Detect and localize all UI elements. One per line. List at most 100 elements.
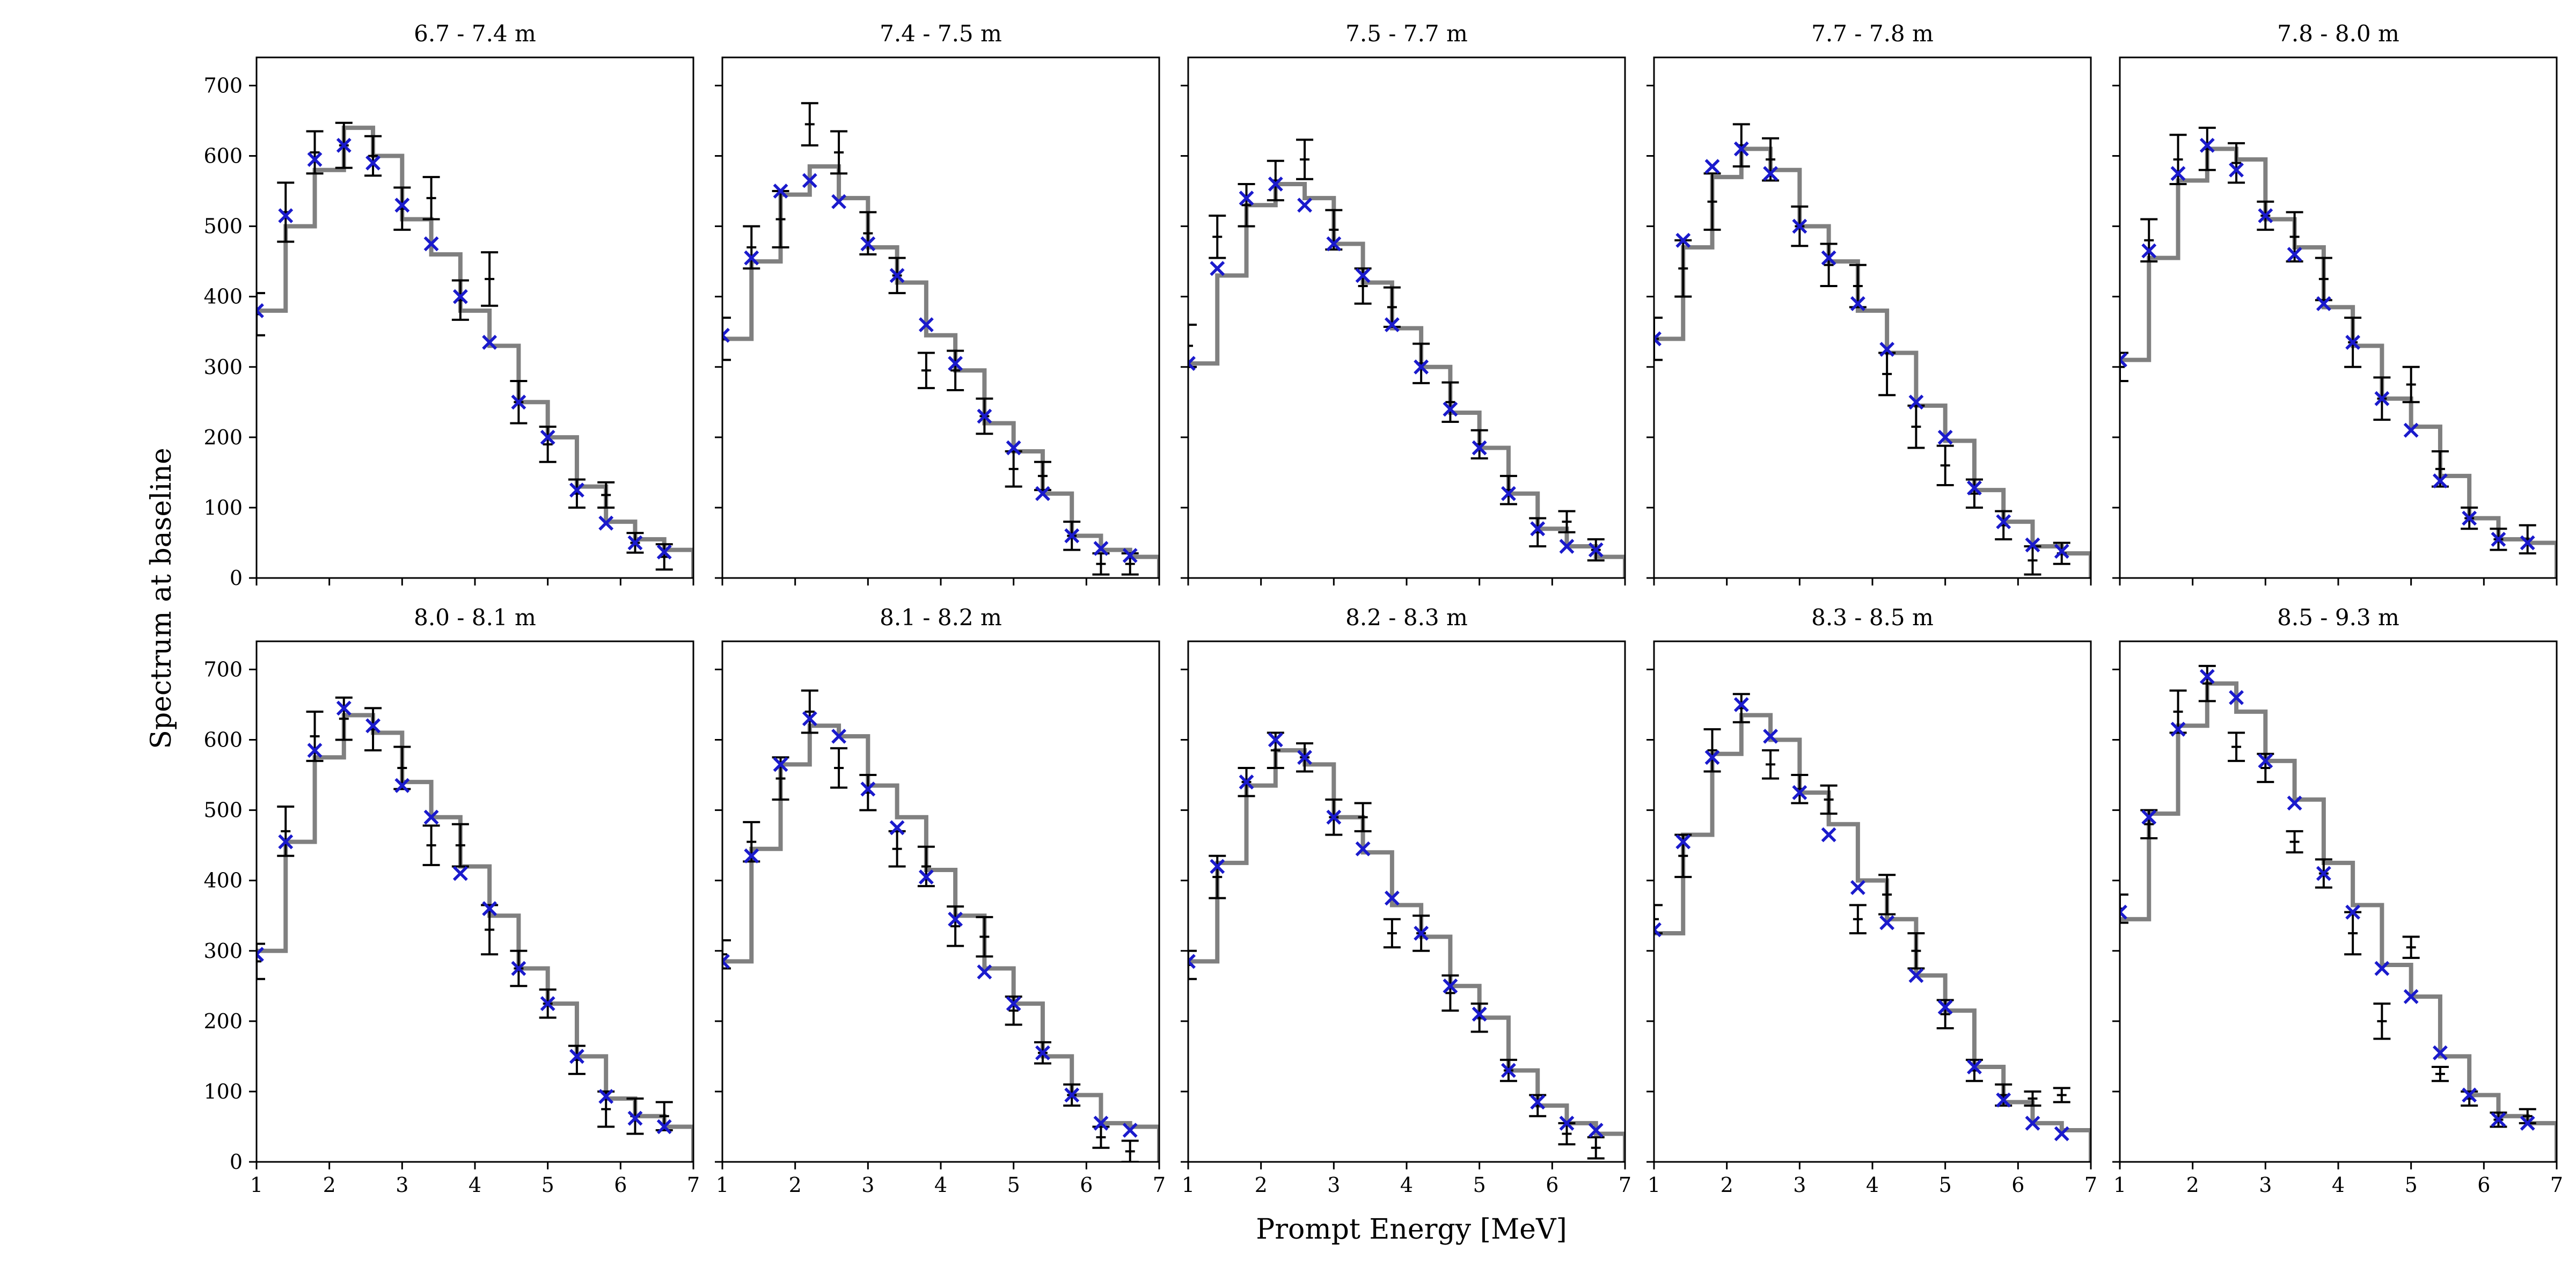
data-errorbar: [917, 845, 935, 888]
x-tick-label: 4: [1400, 1173, 1413, 1197]
fit-marker: [1879, 915, 1895, 931]
x-tick-label: 1: [1648, 1173, 1660, 1197]
data-errorbar: [2373, 1002, 2391, 1040]
x-tick-label: 6: [1546, 1173, 1558, 1197]
fit-marker: [1297, 750, 1313, 765]
y-tick-label: 300: [203, 355, 243, 379]
fit-marker: [2462, 510, 2477, 526]
fit-marker: [1675, 834, 1691, 850]
fit-marker: [1443, 978, 1458, 994]
fit-marker: [1559, 539, 1575, 554]
fit-marker: [1588, 542, 1604, 558]
x-tick-label: 2: [1255, 1173, 1268, 1197]
data-errorbar: [830, 747, 848, 789]
data-errorbar: [1762, 749, 1780, 780]
fit-marker: [1654, 331, 1662, 347]
fit-marker: [598, 515, 614, 531]
fit-marker: [1908, 394, 1924, 410]
data-errorbar: [1296, 138, 1314, 180]
fit-marker: [482, 334, 497, 350]
fit-marker: [2025, 1115, 2040, 1131]
fit-marker: [1188, 954, 1196, 969]
fit-marker: [1821, 250, 1836, 266]
fit-marker: [540, 429, 555, 445]
x-tick-label: 5: [2405, 1173, 2418, 1197]
x-tick-label: 7: [1153, 1173, 1166, 1197]
x-tick-label: 4: [2332, 1173, 2345, 1197]
plot-area: [1188, 731, 1625, 1162]
data-errorbar: [2402, 935, 2420, 959]
x-tick-label: 3: [1793, 1173, 1806, 1197]
fit-marker: [598, 1089, 614, 1104]
data-errorbar: [481, 251, 499, 307]
data-errorbar: [539, 426, 557, 463]
data-errorbar: [393, 745, 411, 791]
fit-marker: [2120, 904, 2127, 920]
fit-marker: [1210, 859, 1225, 874]
data-errorbar: [888, 830, 906, 868]
x-tick-label: 7: [2550, 1173, 2563, 1197]
panel-title: 6.7 - 7.4 m: [414, 20, 536, 47]
data-errorbar: [1209, 854, 1226, 899]
fit-marker: [831, 729, 847, 744]
data-errorbar: [1703, 728, 1721, 773]
x-tick-label: 3: [2259, 1173, 2272, 1197]
fit-marker: [1384, 890, 1400, 906]
plot-area: [1654, 123, 2091, 578]
data-errorbar: [2169, 134, 2187, 185]
fit-marker: [1654, 922, 1662, 938]
fit-marker: [1326, 236, 1342, 252]
data-errorbar: [1674, 239, 1692, 298]
fit-marker: [1188, 356, 1196, 371]
fit-marker: [2199, 137, 2215, 153]
fit-marker: [1006, 996, 1021, 1012]
fit-marker: [1006, 440, 1021, 456]
fit-marker: [948, 356, 963, 371]
data-errorbar: [976, 916, 993, 958]
fit-marker: [1210, 261, 1225, 276]
y-tick-label: 400: [203, 285, 243, 309]
data-errorbar: [2402, 365, 2420, 404]
fit-marker: [860, 781, 876, 797]
fit-marker: [889, 268, 905, 283]
y-tick-label: 700: [203, 657, 243, 681]
data-errorbar: [801, 689, 818, 734]
fit-marker: [2258, 753, 2273, 769]
y-tick-label: 0: [230, 566, 243, 590]
fit-marker: [1355, 268, 1371, 283]
fit-marker: [1966, 1059, 1982, 1074]
x-tick-label: 1: [1182, 1173, 1195, 1197]
x-tick-label: 6: [614, 1173, 627, 1197]
plot-area: [722, 102, 1159, 578]
fit-marker: [307, 152, 323, 167]
y-tick-label: 700: [203, 74, 243, 97]
fit-marker: [948, 911, 963, 927]
x-tick-label: 2: [789, 1173, 802, 1197]
panel-title: 7.7 - 7.8 m: [1811, 20, 1934, 47]
panel-title: 8.2 - 8.3 m: [1345, 604, 1468, 631]
data-errorbar: [1878, 874, 1896, 916]
fit-marker: [2229, 162, 2244, 178]
fit-marker: [2432, 1045, 2448, 1060]
fit-marker: [2462, 1087, 2477, 1103]
fit-marker: [452, 866, 468, 881]
fit-marker: [2374, 961, 2390, 976]
fit-marker: [2229, 690, 2244, 705]
data-errorbar: [2198, 664, 2216, 702]
panel-7: 8.1 - 8.2 m 1 2 3 4 5 6 7: [715, 604, 1166, 1197]
fit-marker: [2287, 247, 2302, 262]
fit-marker: [1268, 177, 1283, 192]
fit-marker: [2120, 352, 2127, 368]
x-tick-label: 1: [2113, 1173, 2126, 1197]
fit-marker: [773, 184, 788, 199]
data-errorbar: [917, 352, 935, 390]
fit-marker: [1908, 968, 1924, 983]
fit-marker: [860, 236, 876, 252]
fit-marker: [482, 901, 497, 917]
fit-marker: [1268, 732, 1283, 748]
data-errorbar: [743, 225, 760, 270]
fit-marker: [2287, 795, 2302, 811]
y-tick-label: 500: [203, 215, 243, 238]
data-errorbar: [2169, 689, 2187, 734]
